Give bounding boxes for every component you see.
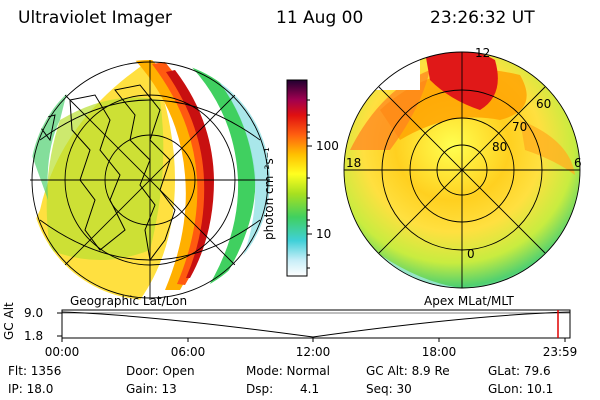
mlt-label-18: 18 bbox=[346, 156, 362, 170]
info-dsp-value: 4.1 bbox=[300, 382, 320, 396]
image-date: 11 Aug 00 bbox=[276, 8, 364, 28]
info-gain: Gain: 13 bbox=[126, 382, 177, 396]
mlat-label-80: 80 bbox=[492, 140, 508, 154]
mlt-label-12: 12 bbox=[475, 46, 491, 60]
info-dsp-label: Dsp: bbox=[246, 382, 274, 396]
info-ip: IP: 18.0 bbox=[8, 382, 54, 396]
timeline-axis-label: GC Alt bbox=[2, 302, 16, 340]
right-panel-label: Apex MLat/MLT bbox=[424, 294, 514, 308]
info-seq: Seq: 30 bbox=[366, 382, 412, 396]
timeline-xtick: 18:00 bbox=[421, 345, 457, 359]
colorbar-unit-label: photon cm⁻²s⁻¹ bbox=[262, 147, 276, 240]
timeline-plot bbox=[57, 309, 571, 342]
info-gc-alt: GC Alt: 8.9 Re bbox=[366, 364, 450, 378]
info-glat: GLat: 79.6 bbox=[488, 364, 551, 378]
image-title: Ultraviolet Imager bbox=[18, 8, 172, 28]
info-mode: Mode: Normal bbox=[246, 364, 330, 378]
info-flt: Flt: 1356 bbox=[8, 364, 62, 378]
colorbar-tick-10: 10 bbox=[316, 227, 332, 241]
geographic-image bbox=[30, 60, 270, 300]
colorbar-tick-100: 100 bbox=[316, 139, 339, 153]
timeline-xtick: 06:00 bbox=[170, 345, 206, 359]
mlt-label-0: 0 bbox=[467, 247, 475, 261]
magnetic-grid bbox=[343, 51, 581, 289]
left-panel-label: Geographic Lat/Lon bbox=[70, 294, 188, 308]
image-time: 23:26:32 UT bbox=[430, 8, 535, 28]
info-door: Door: Open bbox=[126, 364, 195, 378]
timeline-xtick: 00:00 bbox=[44, 345, 80, 359]
mlat-label-60: 60 bbox=[536, 97, 552, 111]
colorbar bbox=[286, 79, 312, 277]
mlat-label-70: 70 bbox=[512, 120, 528, 134]
timeline-xtick: 23:59 bbox=[542, 345, 578, 359]
timeline-xtick: 12:00 bbox=[295, 345, 331, 359]
timeline-ytick-min: 1.8 bbox=[24, 329, 44, 343]
info-glon: GLon: 10.1 bbox=[488, 382, 554, 396]
timeline-ytick-max: 9.0 bbox=[24, 306, 44, 320]
mlt-label-6: 6 bbox=[574, 156, 582, 170]
